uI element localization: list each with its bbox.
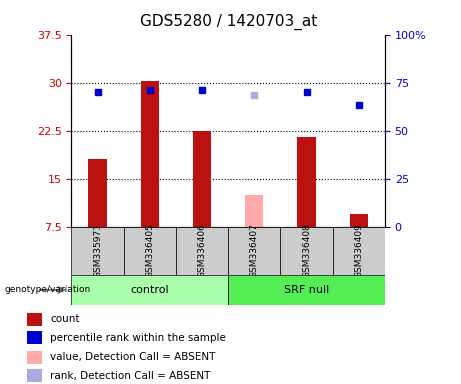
Bar	[176, 227, 228, 275]
Bar	[245, 195, 264, 227]
Bar	[27, 313, 41, 326]
Bar	[27, 369, 41, 382]
Bar	[280, 227, 333, 275]
Text: GSM335971: GSM335971	[93, 223, 102, 278]
Bar	[193, 131, 211, 227]
Text: count: count	[50, 314, 79, 324]
Text: genotype/variation: genotype/variation	[5, 285, 91, 295]
Bar	[27, 331, 41, 344]
Bar	[228, 275, 385, 305]
Bar	[228, 227, 280, 275]
Bar	[71, 227, 124, 275]
Bar	[27, 351, 41, 364]
Text: GSM336406: GSM336406	[198, 223, 207, 278]
Text: percentile rank within the sample: percentile rank within the sample	[50, 333, 226, 343]
Text: rank, Detection Call = ABSENT: rank, Detection Call = ABSENT	[50, 371, 210, 381]
Bar	[141, 81, 159, 227]
Title: GDS5280 / 1420703_at: GDS5280 / 1420703_at	[140, 14, 317, 30]
Bar	[124, 227, 176, 275]
Text: control: control	[130, 285, 169, 295]
Bar	[297, 137, 316, 227]
Text: GSM336408: GSM336408	[302, 223, 311, 278]
Bar	[89, 159, 106, 227]
Bar	[333, 227, 385, 275]
Text: value, Detection Call = ABSENT: value, Detection Call = ABSENT	[50, 353, 215, 362]
Text: GSM336407: GSM336407	[250, 223, 259, 278]
Text: SRF null: SRF null	[284, 285, 329, 295]
Text: GSM336405: GSM336405	[145, 223, 154, 278]
Text: GSM336409: GSM336409	[355, 223, 363, 278]
Bar	[71, 275, 228, 305]
Bar	[349, 214, 368, 227]
